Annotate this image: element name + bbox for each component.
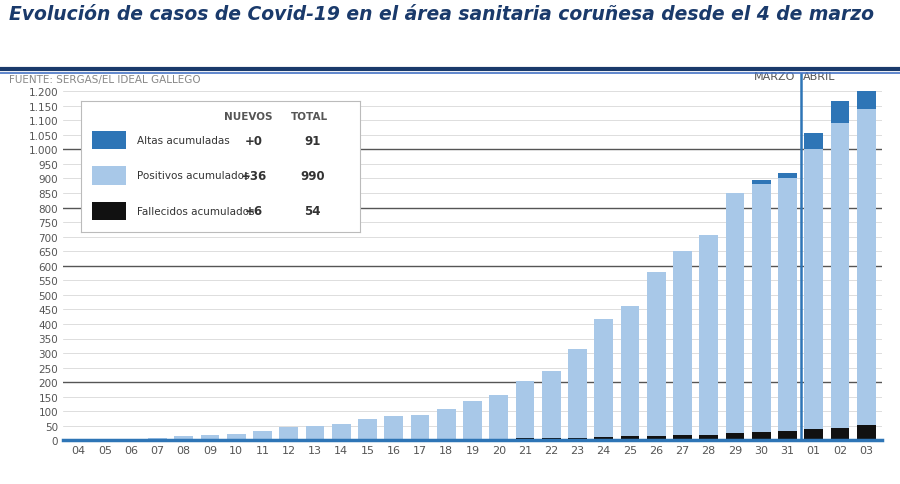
Bar (805, 134, 824, 150)
Text: 990: 990 (301, 169, 325, 182)
Bar (857, 83, 876, 109)
Bar (699, 235, 718, 440)
Bar (725, 193, 744, 440)
Text: FUENTE: SERGAS/EL IDEAL GALLEGO: FUENTE: SERGAS/EL IDEAL GALLEGO (9, 75, 201, 85)
Text: Altas acumuladas: Altas acumuladas (137, 136, 230, 146)
Bar (148, 438, 167, 440)
Bar (647, 436, 666, 440)
Text: TOTAL: TOTAL (292, 112, 328, 122)
Bar (699, 435, 718, 440)
Bar (358, 419, 377, 440)
Bar (516, 439, 535, 440)
Bar (92, 167, 126, 185)
Bar (805, 150, 824, 440)
Bar (647, 272, 666, 440)
Bar (542, 371, 561, 440)
Bar (568, 438, 587, 440)
Bar (621, 306, 639, 440)
Bar (332, 424, 351, 440)
Bar (227, 434, 246, 440)
Bar (831, 428, 850, 440)
Text: Positivos acumulados: Positivos acumulados (137, 171, 249, 181)
Bar (673, 252, 692, 440)
Bar (778, 431, 797, 440)
Bar (95, 439, 114, 440)
Bar (410, 415, 429, 440)
Bar (725, 433, 744, 440)
Bar (752, 185, 770, 440)
Text: +36: +36 (241, 169, 267, 182)
Bar (568, 349, 587, 440)
Bar (490, 395, 508, 440)
Bar (436, 409, 455, 440)
Bar (778, 179, 797, 440)
Text: +6: +6 (245, 205, 263, 218)
Bar (279, 427, 298, 440)
Bar (122, 439, 140, 440)
Bar (673, 435, 692, 440)
Bar (69, 439, 88, 440)
Text: Evolución de casos de Covid-19 en el área sanitaria coruñesa desde el 4 de marzo: Evolución de casos de Covid-19 en el áre… (9, 5, 874, 24)
Bar (778, 173, 797, 179)
Text: Fallecidos acumulados: Fallecidos acumulados (137, 206, 255, 216)
Text: MARZO: MARZO (753, 72, 795, 81)
Bar (542, 438, 561, 440)
Bar (752, 432, 770, 440)
Bar (516, 381, 535, 440)
Bar (384, 416, 403, 440)
Bar (175, 437, 194, 440)
Bar (594, 437, 613, 440)
Bar (305, 426, 324, 440)
Bar (594, 319, 613, 440)
Bar (831, 124, 850, 440)
Text: 54: 54 (304, 205, 320, 218)
Text: ABRIL: ABRIL (803, 72, 835, 81)
Bar (857, 425, 876, 440)
Text: 91: 91 (304, 135, 320, 147)
Text: NUEVOS: NUEVOS (224, 112, 273, 122)
Text: +0: +0 (245, 135, 263, 147)
Bar (253, 431, 272, 440)
Bar (490, 439, 508, 440)
Bar (621, 437, 639, 440)
Bar (831, 102, 850, 124)
Bar (857, 109, 876, 440)
Bar (752, 181, 770, 185)
Bar (463, 401, 482, 440)
Bar (201, 436, 220, 440)
Bar (805, 429, 824, 440)
Bar (92, 132, 126, 150)
Bar (92, 202, 126, 221)
